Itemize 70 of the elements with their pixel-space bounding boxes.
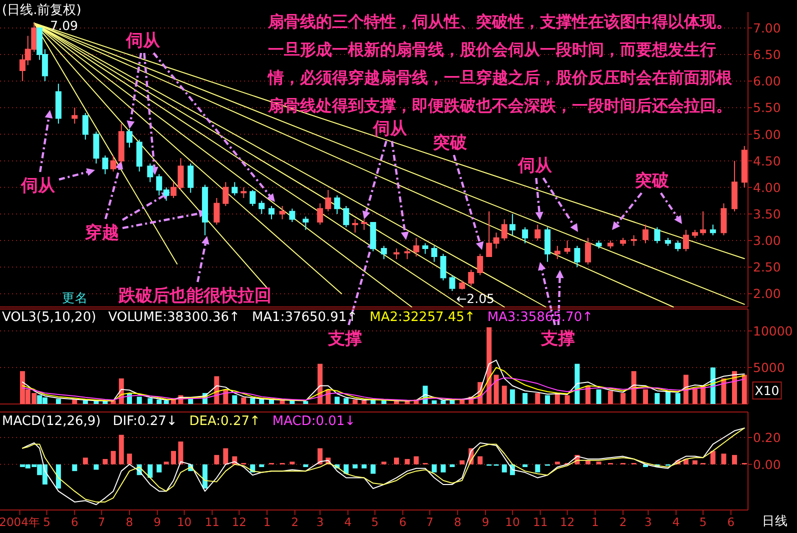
annotation: 伺从 <box>517 156 553 176</box>
y-tick-label: 3.50 <box>753 206 781 222</box>
y-tick-label: 5.50 <box>753 100 781 116</box>
x-tick-label: 6 <box>70 515 78 529</box>
y-tick-label: 4.50 <box>753 153 781 168</box>
annotation: 突破 <box>634 171 670 191</box>
x-tick-label: 2 <box>619 515 627 529</box>
x-tick-label: 7 <box>98 515 106 529</box>
annotation: 7.09 <box>50 18 78 34</box>
text: DEA:0.27↑ <box>189 414 260 429</box>
annotation: 一旦形成一根新的扇骨线，股价会伺从一段时间，而要想发生行 <box>268 40 716 59</box>
x-tick-label: 3 <box>644 515 652 529</box>
x-tick-label: 1 <box>592 515 599 529</box>
annotation: 支撑 <box>327 329 362 349</box>
y-tick-label: 5.00 <box>753 126 781 142</box>
x-tick-label: 10 <box>176 515 192 529</box>
text: DIF:0.27↓ <box>112 414 178 429</box>
x-tick-label: 12 <box>232 515 246 529</box>
x-tick-label: 8 <box>454 515 462 529</box>
x-tick-label: 4 <box>672 515 680 529</box>
y-tick-label: 0.00 <box>753 456 781 472</box>
text: X10 <box>754 383 780 398</box>
y-tick-label: 2.50 <box>753 260 781 275</box>
text: MA3:35865.70↑ <box>487 310 593 325</box>
x-tick-label: 12 <box>560 515 575 529</box>
text: MA1:37650.91↑ <box>252 310 358 325</box>
x-tick-label: 5 <box>371 515 379 529</box>
x-tick-label: 6 <box>727 515 735 529</box>
text: MA2:32257.45↑ <box>370 310 476 325</box>
x-tick-label: 8 <box>126 515 134 529</box>
annotation: 情，必须得穿越扇骨线，一旦穿越之后，股价反压时会在前面那根 <box>267 68 733 87</box>
x-tick-label: 5 <box>43 515 50 529</box>
chart-subtitle: MACD:0.01↓ <box>272 414 356 429</box>
annotation: 伺从 <box>20 176 56 196</box>
chart-subtitle: VOLUME:38300.36↑ <box>108 310 240 325</box>
y-tick-label: 10000 <box>753 323 793 338</box>
y-tick-label: 6.00 <box>753 74 781 89</box>
x-tick-label: 11 <box>204 515 220 529</box>
x-tick-label: 6 <box>399 515 406 529</box>
annotation: 伺从 <box>372 119 408 139</box>
chart-title: VOL3(5,10,20) <box>2 310 96 325</box>
chart-title: (日线.前复权) <box>2 3 82 18</box>
y-tick-label: 3.00 <box>753 233 781 248</box>
chart-title: MACD(12,26,9) <box>2 414 101 429</box>
annotation: ←2.05 <box>456 291 495 306</box>
y-tick-label: 0.20 <box>753 430 781 446</box>
x-tick-label: 2 <box>291 515 299 529</box>
x-tick-label: 2004年 <box>0 515 40 529</box>
x-tick-label: 3 <box>316 515 324 529</box>
x-tick-label: 5 <box>699 515 707 529</box>
y-tick-label: 6.50 <box>753 47 781 62</box>
text: 日线 <box>762 513 788 528</box>
annotation: 突破 <box>432 133 468 153</box>
y-tick-label: 4.00 <box>753 180 781 195</box>
y-tick-label: 5000 <box>753 360 785 375</box>
x-tick-label: 4 <box>344 515 352 529</box>
x-tick-label: 7 <box>426 515 434 529</box>
y-tick-label: 7.00 <box>753 20 781 36</box>
y-tick-label: 2.00 <box>753 286 781 302</box>
annotation: 伺从 <box>125 31 161 51</box>
annotation: 更名 <box>62 290 88 305</box>
x-tick-label: 9 <box>482 515 490 529</box>
annotation: 跌破后也能很快拉回 <box>118 286 272 306</box>
annotation: 支撑 <box>540 329 575 349</box>
annotation: 扇骨线的三个特性，伺从性、突破性，支撑性在该图中得以体现。 <box>267 12 732 31</box>
x-tick-label: 11 <box>533 515 548 529</box>
x-tick-label: 1 <box>263 515 271 529</box>
x-tick-label: 9 <box>154 515 161 529</box>
annotation: 穿越 <box>84 223 119 243</box>
x-tick-label: 10 <box>505 515 520 529</box>
